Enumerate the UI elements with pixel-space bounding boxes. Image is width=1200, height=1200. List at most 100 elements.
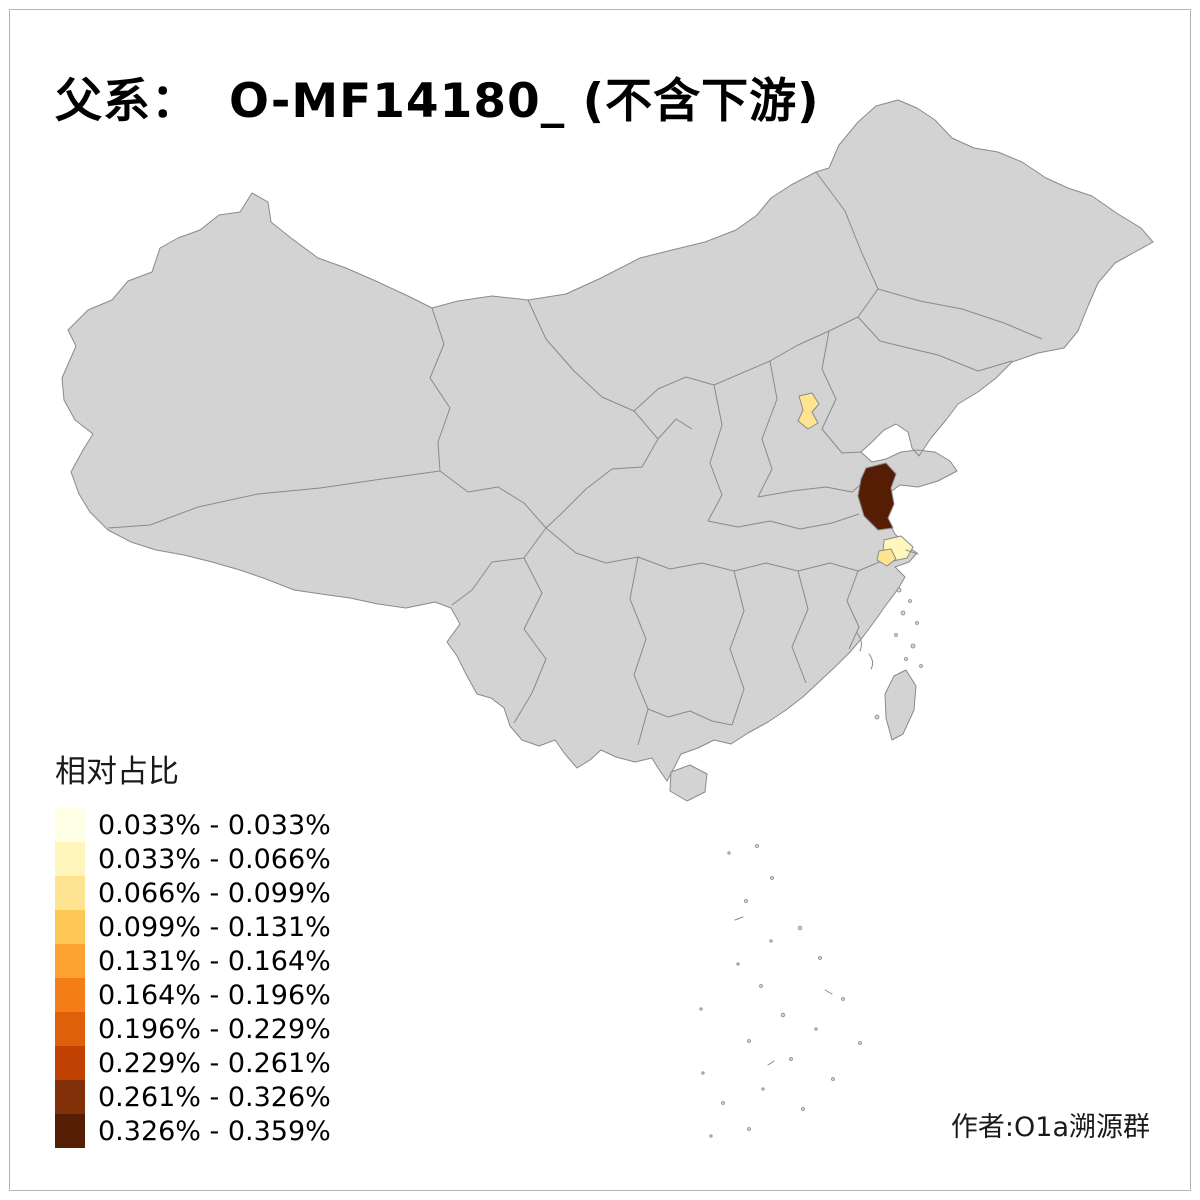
islet xyxy=(759,984,763,988)
province-border xyxy=(757,479,867,498)
legend-swatch xyxy=(55,808,85,842)
islet xyxy=(755,844,759,848)
province-border xyxy=(877,288,1043,340)
islet xyxy=(908,599,912,603)
title-prefix: 父系： xyxy=(55,74,199,129)
islet xyxy=(896,587,902,593)
legend-swatch xyxy=(55,910,85,944)
legend-swatch xyxy=(55,1114,85,1148)
legend: 相对占比 0.033% - 0.033% 0.033% - 0.066% 0.0… xyxy=(55,746,331,1148)
islet xyxy=(818,956,822,960)
islet xyxy=(699,1007,703,1011)
islet xyxy=(905,549,919,555)
legend-label: 0.066% - 0.099% xyxy=(98,877,331,909)
attribution: 作者:O1a溯源群 xyxy=(950,1112,1150,1143)
islet xyxy=(709,1134,713,1138)
region-yangtze-delta-small xyxy=(876,548,897,567)
legend-row: 0.131% - 0.164% xyxy=(55,944,331,978)
province-border xyxy=(757,360,778,498)
province-border xyxy=(657,418,693,440)
legend-row: 0.066% - 0.099% xyxy=(55,876,331,910)
province-border xyxy=(439,470,547,529)
province-border xyxy=(629,556,649,746)
islet xyxy=(831,1077,835,1081)
legend-row: 0.099% - 0.131% xyxy=(55,910,331,944)
legend-row: 0.261% - 0.326% xyxy=(55,1080,331,1114)
islet xyxy=(874,714,880,720)
legend-swatch xyxy=(55,1012,85,1046)
province-border xyxy=(821,330,862,454)
islet xyxy=(801,1107,805,1111)
province-border xyxy=(846,570,860,650)
taiwan-island xyxy=(884,669,917,741)
province-border xyxy=(513,557,547,724)
legend-swatch xyxy=(55,842,85,876)
islet xyxy=(767,1060,775,1066)
legend-swatch xyxy=(55,1046,85,1080)
legend-swatch xyxy=(55,978,85,1012)
islet xyxy=(747,1127,751,1131)
legend-label: 0.196% - 0.229% xyxy=(98,1013,331,1045)
islet xyxy=(910,643,916,649)
south-china-sea-islands xyxy=(699,844,862,1138)
legend-label: 0.164% - 0.196% xyxy=(98,979,331,1011)
region-north-china xyxy=(797,392,820,430)
legend-swatch xyxy=(55,876,85,910)
islet xyxy=(770,876,774,880)
province-border xyxy=(647,708,733,726)
islet xyxy=(736,962,740,966)
islet xyxy=(856,632,862,652)
islet xyxy=(900,610,906,616)
islet xyxy=(761,1087,765,1091)
islet xyxy=(904,657,908,661)
islet xyxy=(915,621,919,625)
islet xyxy=(841,997,845,1001)
islet xyxy=(797,925,803,931)
province-border xyxy=(857,316,897,346)
islet xyxy=(701,1071,705,1075)
islet xyxy=(747,1039,751,1043)
islet xyxy=(744,899,748,903)
coastal-islands xyxy=(856,549,923,720)
legend-label: 0.099% - 0.131% xyxy=(98,911,331,943)
legend-title: 相对占比 xyxy=(55,754,179,790)
islet xyxy=(727,851,731,855)
legend-row: 0.164% - 0.196% xyxy=(55,978,331,1012)
islet xyxy=(769,939,773,943)
islet xyxy=(858,1041,862,1045)
province-border xyxy=(545,527,885,572)
title-main: O-MF14180_ (不含下游) xyxy=(229,74,820,129)
islet xyxy=(868,653,874,670)
legend-row: 0.196% - 0.229% xyxy=(55,1012,331,1046)
islet xyxy=(721,1101,725,1105)
province-border xyxy=(707,513,860,530)
page-title: 父系： O-MF14180_ (不含下游) xyxy=(55,62,820,131)
hainan-island xyxy=(669,764,708,802)
islet xyxy=(734,916,744,921)
province-border xyxy=(107,470,441,529)
province-border xyxy=(451,527,547,606)
islet xyxy=(824,989,833,995)
region-jiangsu xyxy=(857,462,897,531)
legend-label: 0.261% - 0.326% xyxy=(98,1081,331,1113)
highlighted-regions xyxy=(797,392,914,567)
legend-swatch xyxy=(55,1080,85,1114)
province-border xyxy=(791,570,809,684)
legend-swatch xyxy=(55,944,85,978)
islet xyxy=(780,1012,786,1018)
legend-label: 0.033% - 0.066% xyxy=(98,843,331,875)
china-mainland xyxy=(61,99,1154,782)
legend-label: 0.033% - 0.033% xyxy=(98,809,331,841)
province-border xyxy=(895,344,1013,372)
islet xyxy=(894,633,898,637)
legend-row: 0.033% - 0.066% xyxy=(55,842,331,876)
legend-label: 0.326% - 0.359% xyxy=(98,1115,331,1147)
province-border xyxy=(729,570,745,726)
province-borders xyxy=(107,171,1043,746)
legend-row: 0.229% - 0.261% xyxy=(55,1046,331,1080)
islet xyxy=(789,1057,793,1061)
province-border xyxy=(633,171,879,412)
legend-row: 0.326% - 0.359% xyxy=(55,1114,331,1148)
